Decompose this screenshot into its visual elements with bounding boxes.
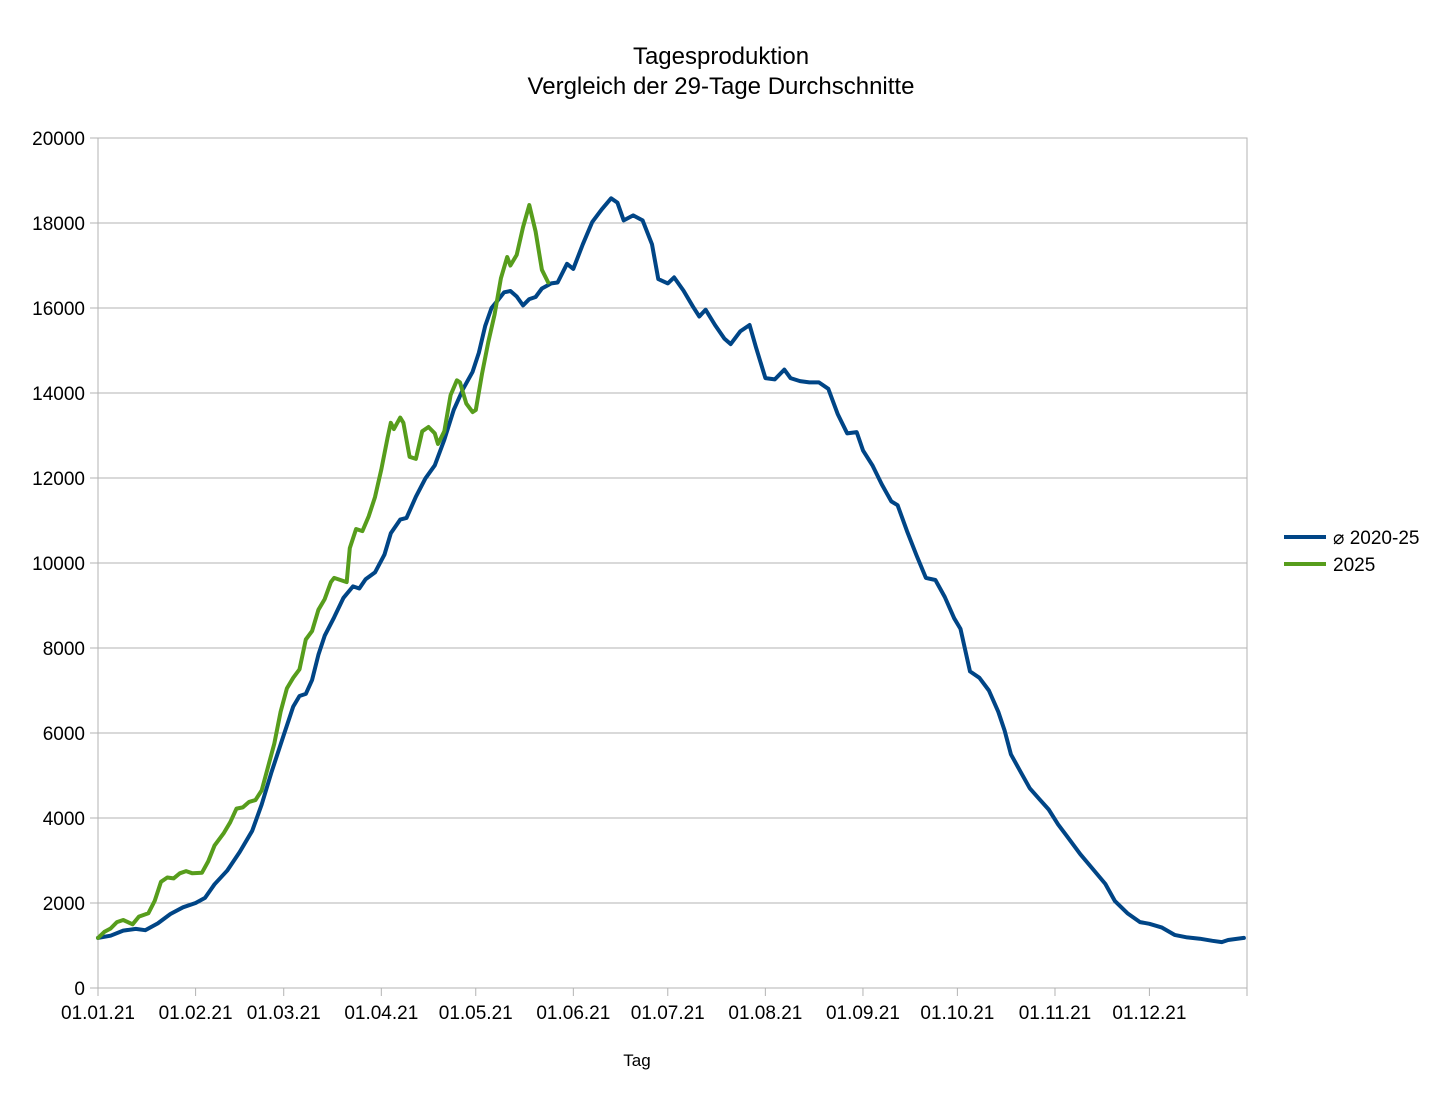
- series-layer: [96, 196, 1246, 945]
- y-tick-label: 12000: [32, 469, 85, 490]
- x-tick-label: 01.11.21: [1019, 1003, 1092, 1024]
- x-tick-label: 01.05.21: [439, 1003, 513, 1024]
- x-tick-label: 01.01.21: [61, 1003, 135, 1024]
- x-tick-label: 01.03.21: [247, 1003, 321, 1024]
- y-tick-label: 0: [74, 979, 85, 1000]
- series-line: [96, 203, 551, 940]
- y-tick-label: 6000: [43, 724, 85, 745]
- gridlines: [98, 222, 1247, 904]
- legend: ⌀ 2020-25 2025: [1284, 528, 1419, 576]
- series-line: [96, 196, 1246, 945]
- x-tick-label: 01.08.21: [728, 1003, 802, 1024]
- y-axis: 0 2000 4000 6000 8000 10000 12000 14000 16000 180…: [32, 129, 98, 1000]
- y-tick-label: 10000: [32, 554, 85, 575]
- x-tick-label: 01.07.21: [631, 1003, 705, 1024]
- x-axis: 01.01.21 01.02.21 01.03.21 01.04.21 01.05.21…: [61, 988, 1248, 1024]
- x-tick-label: 01.04.21: [344, 1003, 418, 1024]
- y-tick-label: 16000: [32, 299, 85, 320]
- x-tick-label: 01.02.21: [159, 1003, 233, 1024]
- x-tick-label: 01.06.21: [536, 1003, 610, 1024]
- y-tick-label: 18000: [32, 214, 85, 235]
- y-tick-label: 14000: [32, 384, 85, 405]
- x-tick-label: 01.09.21: [826, 1003, 900, 1024]
- y-tick-label: 8000: [43, 639, 85, 660]
- chart-subtitle: Vergleich der 29-Tage Durchschnitte: [528, 73, 915, 100]
- y-tick-label: 4000: [43, 809, 85, 830]
- chart-title: Tagesproduktion: [633, 43, 809, 70]
- x-tick-label: 01.10.21: [920, 1003, 994, 1024]
- legend-label: 2025: [1333, 555, 1375, 576]
- x-tick-label: 01.12.21: [1112, 1003, 1186, 1024]
- y-tick-label: 20000: [32, 129, 85, 150]
- legend-label: ⌀ 2020-25: [1333, 528, 1419, 549]
- y-tick-label: 2000: [43, 894, 85, 915]
- x-axis-label: Tag: [623, 1051, 650, 1070]
